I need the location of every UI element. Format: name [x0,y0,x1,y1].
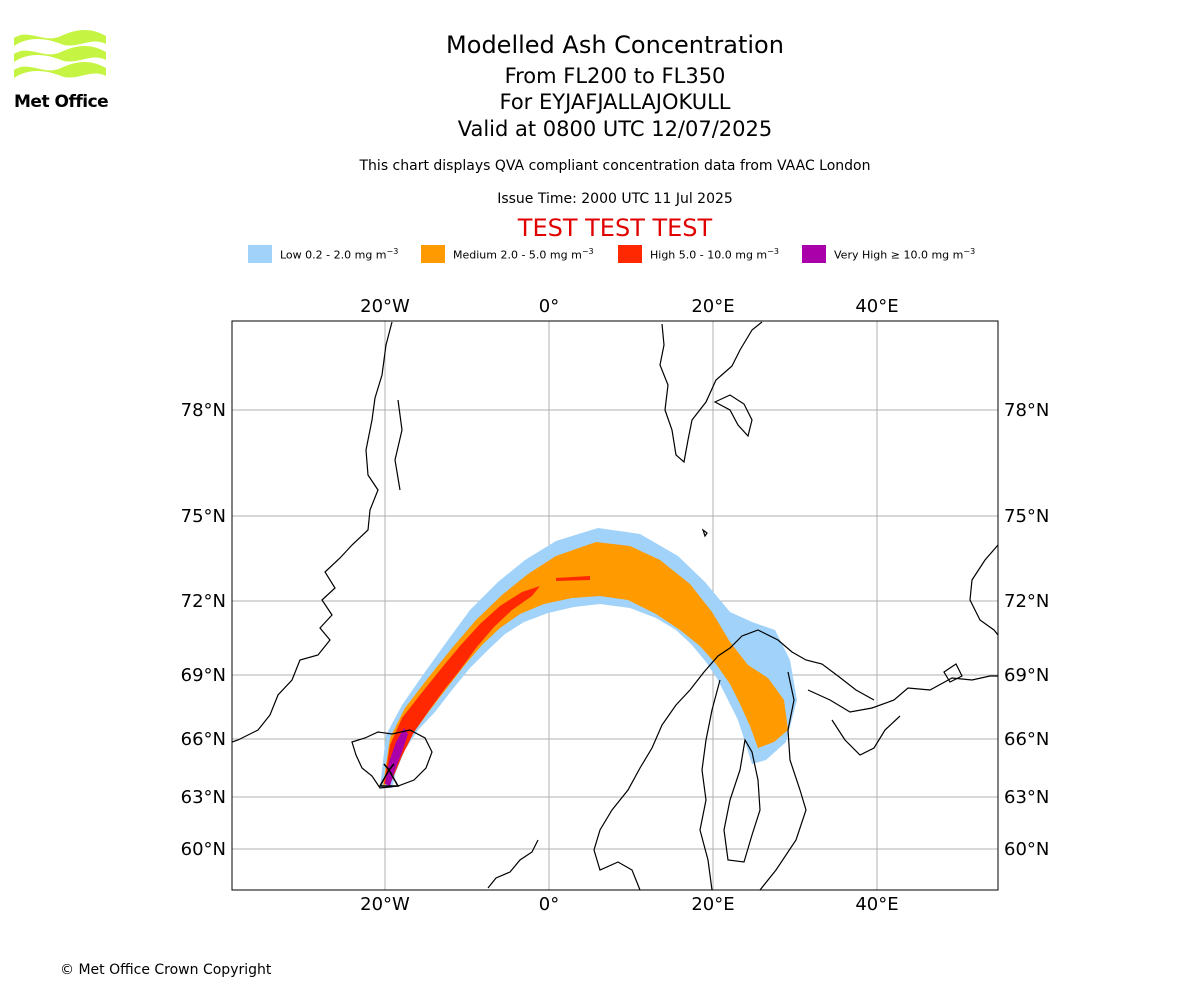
uk-coast [487,839,539,889]
lat-label-right-60n: 60°N [1004,839,1049,860]
test-banner: TEST TEST TEST [517,214,713,242]
kolguev [943,663,963,683]
lat-label-right-78n: 78°N [1004,400,1049,421]
lon-label-bottom-0: 0° [539,894,559,915]
legend-item-low: Low 0.2 - 2.0 mg m−3 [248,244,398,264]
white-sea [831,715,901,756]
ash-plume [380,528,797,788]
novaya-zemlya [969,544,998,636]
flight-level-range: From FL200 to FL350 [504,64,726,88]
lat-label-right-75n: 75°N [1004,506,1049,527]
lat-label-right-69n: 69°N [1004,665,1049,686]
legend-label-low: Low 0.2 - 2.0 mg m−3 [280,246,399,262]
legend-item-medium: Medium 2.0 - 5.0 mg m−3 [421,244,594,264]
lon-label-top-40e: 40°E [855,296,898,317]
volcano-name: For EYJAFJALLAJOKULL [499,90,731,114]
norway-coast [593,629,875,890]
map-frame [231,320,999,891]
issue-time: Issue Time: 2000 UTC 11 Jul 2025 [497,191,733,207]
lat-label-left-72n: 72°N [181,591,226,612]
lat-label-left-78n: 78°N [181,400,226,421]
logo-text: Met Office [14,92,109,112]
coastlines [232,321,998,890]
lon-label-bottom-20w: 20°W [360,894,410,915]
legend-swatch-very-high [802,245,826,263]
legend-label-high: High 5.0 - 10.0 mg m−3 [650,246,779,262]
met-office-logo: Met Office [14,30,109,114]
ash-high-streak [556,576,590,581]
legend-swatch-low [248,245,272,263]
lat-label-left-63n: 63°N [181,787,226,808]
svalbard [659,321,763,464]
greenland-inner [394,399,403,491]
finland-russia-border [759,671,807,890]
sweden-finland-border [699,679,721,890]
ash-medium-zone [383,542,788,786]
chart-description: This chart displays QVA compliant concen… [359,158,871,174]
iceland-coast [351,729,433,789]
lon-label-bottom-40e: 40°E [855,894,898,915]
legend-label-medium: Medium 2.0 - 5.0 mg m−3 [453,246,594,262]
lon-label-top-20e: 20°E [691,296,734,317]
volcano-triangle-icon [378,763,400,787]
svalbard-east [713,394,753,438]
lon-label-top-0: 0° [539,296,559,317]
ash-very-high-zone [385,728,408,786]
lat-label-left-60n: 60°N [181,839,226,860]
lat-label-left-66n: 66°N [181,729,226,750]
legend-label-very-high: Very High ≥ 10.0 mg m−3 [834,246,976,262]
legend: Low 0.2 - 2.0 mg m−3 Medium 2.0 - 5.0 mg… [0,244,1200,264]
lat-label-right-66n: 66°N [1004,729,1049,750]
logo-waves-icon [14,30,106,78]
lat-label-left-69n: 69°N [181,665,226,686]
legend-swatch-high [618,245,642,263]
valid-time: Valid at 0800 UTC 12/07/2025 [457,117,773,141]
greenland-coast [232,321,393,743]
copyright-notice: © Met Office Crown Copyright [60,962,272,978]
lon-label-bottom-20e: 20°E [691,894,734,915]
ash-map: 20°W 0° 20°E 40°E 20°W 0° 20°E 40°E 78°N… [181,296,1050,915]
kola-peninsula [807,675,998,713]
lat-label-right-63n: 63°N [1004,787,1049,808]
legend-item-very-high: Very High ≥ 10.0 mg m−3 [802,244,975,264]
lat-label-left-75n: 75°N [181,506,226,527]
jan-mayen [701,528,708,538]
legend-swatch-medium [421,245,445,263]
chart-title: Modelled Ash Concentration [446,31,784,59]
lat-label-right-72n: 72°N [1004,591,1049,612]
legend-item-high: High 5.0 - 10.0 mg m−3 [618,244,779,264]
gulf-of-bothnia [723,738,761,863]
lon-label-top-20w: 20°W [360,296,410,317]
